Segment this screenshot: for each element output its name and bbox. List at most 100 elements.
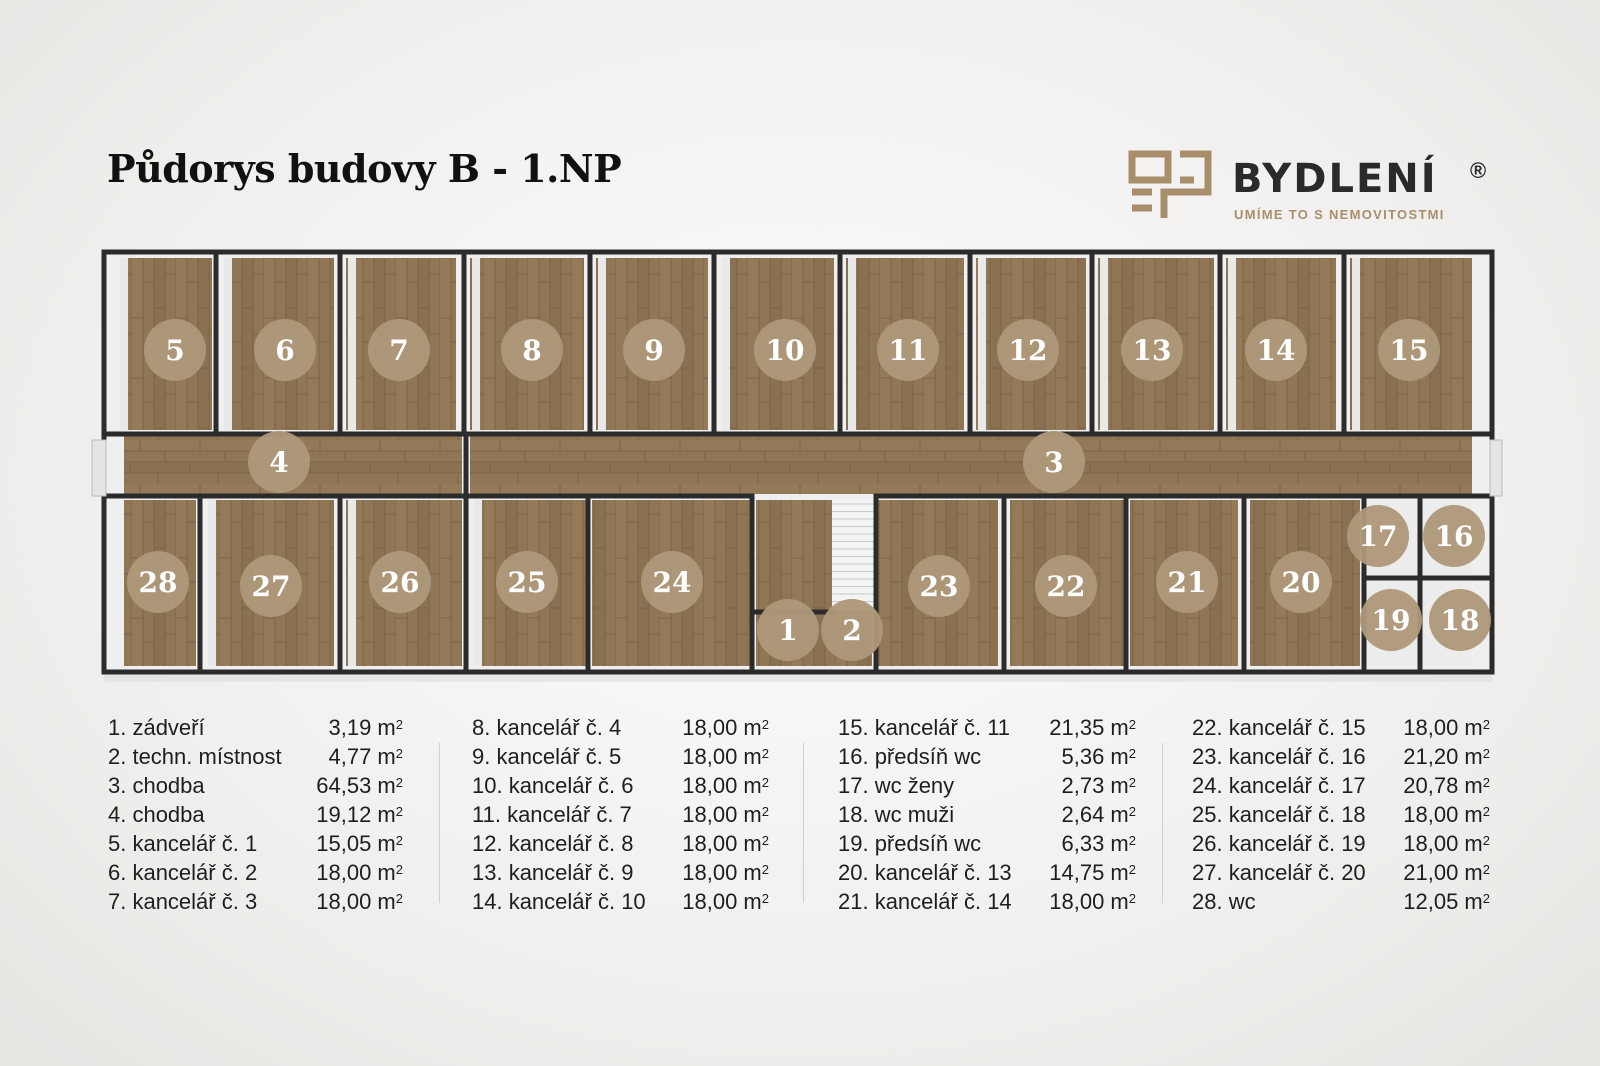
legend-area-unit: 2 — [761, 833, 769, 848]
room-badge-circle — [757, 599, 819, 661]
legend-area: 18,00 m2 — [682, 713, 769, 742]
room-badge-17: 17 — [1347, 505, 1409, 567]
legend-area-unit: 2 — [761, 775, 769, 790]
legend-area-value: 18,00 m — [682, 773, 762, 798]
legend-entry: 2. techn. místnost 4,77 m2 — [108, 742, 403, 771]
room-number: 26 — [381, 566, 420, 599]
legend-entry: 1. zádveří 3,19 m2 — [108, 713, 403, 742]
legend-area-unit: 2 — [1482, 833, 1490, 848]
legend-label: 3. chodba — [108, 773, 205, 798]
room-number: 2 — [842, 614, 861, 647]
legend-area: 18,00 m2 — [316, 887, 403, 916]
legend-label: 5. kancelář č. 1 — [108, 831, 258, 856]
room-badge-circle — [1429, 589, 1491, 651]
room-number: 9 — [644, 334, 663, 367]
legend-area-value: 3,19 m — [328, 715, 396, 740]
legend-area-value: 2,73 m — [1061, 773, 1129, 798]
legend-area-unit: 2 — [395, 833, 403, 848]
room-badge-circle — [496, 551, 558, 613]
room-badge-circle — [254, 319, 316, 381]
room-badge-circle — [127, 551, 189, 613]
room-number: 28 — [139, 566, 178, 599]
legend-area-unit: 2 — [1482, 862, 1490, 877]
room-badge-26: 26 — [369, 551, 431, 613]
room-badge-23: 23 — [908, 555, 970, 617]
legend-area: 14,75 m2 — [1049, 858, 1136, 887]
room-badge-circle — [1023, 431, 1085, 493]
room-badge-20: 20 — [1270, 551, 1332, 613]
legend-area-unit: 2 — [1128, 746, 1136, 761]
legend-label: 8. kancelář č. 4 — [472, 715, 622, 740]
registered-mark: ® — [1470, 158, 1487, 183]
legend-area: 18,00 m2 — [682, 771, 769, 800]
room-badge-circle — [1245, 319, 1307, 381]
room-number: 18 — [1441, 604, 1480, 637]
room-badge-22: 22 — [1035, 555, 1097, 617]
legend-area: 12,05 m2 — [1403, 887, 1490, 916]
room-badge-16: 16 — [1423, 505, 1485, 567]
room-badge-5: 5 — [144, 319, 206, 381]
logo-tagline: UMÍME TO S NEMOVITOSTMI — [1234, 207, 1445, 222]
room-number: 12 — [1009, 334, 1048, 367]
legend-entry: 25. kancelář č. 18 18,00 m2 — [1192, 800, 1490, 829]
legend-area-unit: 2 — [1128, 775, 1136, 790]
legend-label: 18. wc muži — [838, 802, 955, 827]
legend-area-value: 18,00 m — [682, 715, 762, 740]
legend-entry: 5. kancelář č. 1 15,05 m2 — [108, 829, 403, 858]
legend-entry: 21. kancelář č. 14 18,00 m2 — [838, 887, 1136, 916]
room-badge-15: 15 — [1378, 319, 1440, 381]
room-number: 23 — [920, 570, 959, 603]
legend-area: 3,19 m2 — [329, 713, 404, 742]
legend-entry: 16. předsíň wc 5,36 m2 — [838, 742, 1136, 771]
room-number: 7 — [389, 334, 408, 367]
legend-entry: 12. kancelář č. 8 18,00 m2 — [472, 829, 769, 858]
legend-area-value: 14,75 m — [1049, 860, 1129, 885]
room-badge-circle — [240, 555, 302, 617]
legend-entry: 4. chodba 19,12 m2 — [108, 800, 403, 829]
room-badge-circle — [501, 319, 563, 381]
legend-entry: 3. chodba 64,53 m2 — [108, 771, 403, 800]
legend-area: 2,73 m2 — [1062, 771, 1137, 800]
legend-area: 19,12 m2 — [316, 800, 403, 829]
legend-label: 24. kancelář č. 17 — [1192, 773, 1366, 798]
legend-label: 6. kancelář č. 2 — [108, 860, 258, 885]
room-badge-18: 18 — [1429, 589, 1491, 651]
legend-label: 12. kancelář č. 8 — [472, 831, 634, 856]
bydleni-logo-mark-icon — [1128, 150, 1212, 218]
legend-label: 22. kancelář č. 15 — [1192, 715, 1366, 740]
room-badge-8: 8 — [501, 319, 563, 381]
room-number: 22 — [1047, 570, 1086, 603]
legend-area: 18,00 m2 — [682, 858, 769, 887]
legend-area-value: 5,36 m — [1061, 744, 1129, 769]
legend-label: 23. kancelář č. 16 — [1192, 744, 1366, 769]
legend-area: 20,78 m2 — [1403, 771, 1490, 800]
legend-area-unit: 2 — [1128, 891, 1136, 906]
legend-area-unit: 2 — [395, 804, 403, 819]
legend-area: 64,53 m2 — [316, 771, 403, 800]
room-number: 14 — [1257, 334, 1296, 367]
legend-area-value: 21,35 m — [1049, 715, 1129, 740]
logo-name: BYDLENÍ — [1232, 156, 1438, 202]
room-number: 5 — [165, 334, 184, 367]
legend-label: 25. kancelář č. 18 — [1192, 802, 1366, 827]
room-badge-14: 14 — [1245, 319, 1307, 381]
legend-area-unit: 2 — [1482, 717, 1490, 732]
legend-area-value: 18,00 m — [1403, 831, 1483, 856]
room-badge-24: 24 — [641, 551, 703, 613]
legend-area-value: 18,00 m — [682, 744, 762, 769]
room-badge-6: 6 — [254, 319, 316, 381]
room-badge-circle — [1423, 505, 1485, 567]
room-number: 4 — [269, 446, 288, 479]
legend-entry: 27. kancelář č. 20 21,00 m2 — [1192, 858, 1490, 887]
legend-entry: 19. předsíň wc 6,33 m2 — [838, 829, 1136, 858]
room-legend: 1. zádveří 3,19 m2 2. techn. místnost 4,77 … — [0, 713, 1600, 933]
staircase — [832, 500, 876, 610]
entrance-left — [91, 439, 107, 497]
legend-label: 9. kancelář č. 5 — [472, 744, 622, 769]
room-badge-2: 2 — [821, 599, 883, 661]
legend-area-unit: 2 — [395, 775, 403, 790]
legend-area-value: 2,64 m — [1061, 802, 1129, 827]
room-badge-circle — [1360, 589, 1422, 651]
room-badge-25: 25 — [496, 551, 558, 613]
legend-area: 21,35 m2 — [1049, 713, 1136, 742]
